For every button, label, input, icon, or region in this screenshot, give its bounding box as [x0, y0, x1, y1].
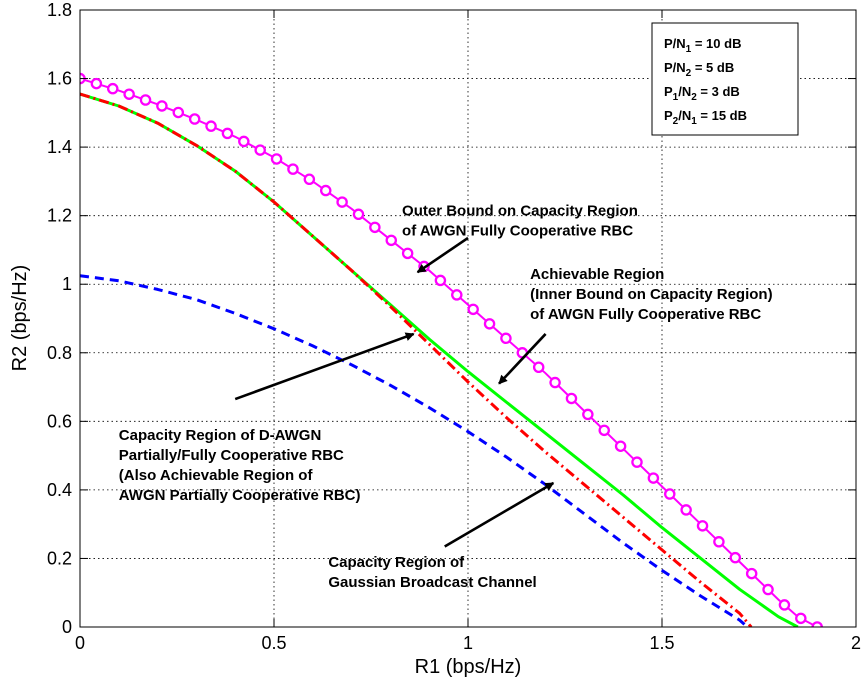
annotation-1-line: Outer Bound on Capacity Region	[402, 203, 638, 220]
series-outer-marker	[319, 184, 332, 197]
series-outer-marker	[205, 120, 217, 132]
annotation-arrow-3	[234, 332, 415, 401]
y-axis-label: R2 (bps/Hz)	[9, 265, 31, 372]
series-outer-marker	[401, 247, 414, 260]
annotation-3-line: AWGN Partially Cooperative RBC)	[119, 487, 361, 504]
x-tick-label: 2	[851, 633, 861, 653]
annotation-3-line: (Also Achievable Region of	[119, 467, 314, 484]
series-outer-marker	[107, 82, 119, 95]
series-layer	[80, 72, 823, 627]
annotation-2-line: Achievable Region	[530, 266, 664, 283]
series-outer-marker	[156, 100, 168, 112]
series-outer-marker	[172, 106, 185, 119]
parameter-line: P1/N2 = 3 dB	[664, 84, 740, 103]
parameter-line: P/N1 = 10 dB	[664, 36, 741, 55]
series-outer-marker	[532, 361, 545, 374]
series-outer-marker	[598, 424, 610, 437]
annotation-4-line: Capacity Region of	[328, 554, 465, 571]
y-tick-label: 0.8	[47, 343, 72, 363]
series-outer-marker	[139, 94, 152, 106]
y-tick-label: 0.2	[47, 548, 72, 568]
y-tick-label: 1	[62, 274, 72, 294]
series-outer-marker	[680, 504, 692, 516]
annotation-2-line: (Inner Bound on Capacity Region)	[530, 286, 773, 303]
annotation-3-line: Partially/Fully Cooperative RBC	[119, 447, 344, 464]
series-outer-marker	[434, 274, 447, 287]
series-outer-marker	[90, 77, 103, 90]
series-outer-marker	[614, 440, 627, 452]
parameter-line: P2/N1 = 15 dB	[664, 108, 747, 127]
series-outer-marker	[123, 88, 135, 100]
annotation-3-line: Capacity Region of D-AWGN	[119, 427, 322, 444]
parameter-box: P/N1 = 10 dB P/N2 = 5 dB P1/N2 = 3 dB P2/N1…	[651, 22, 799, 136]
series-outer-marker	[647, 472, 660, 484]
series-outer-marker	[565, 392, 578, 405]
y-tick-label: 1.4	[47, 137, 72, 157]
series-outer-marker	[696, 520, 709, 532]
series-outer-marker	[467, 303, 479, 316]
annotation-arrow-1	[416, 236, 469, 274]
x-axis-label: R1 (bps/Hz)	[415, 656, 522, 678]
series-outer-marker	[778, 599, 791, 611]
annotation-1-line: of AWGN Fully Cooperative RBC	[402, 223, 633, 240]
x-tick-label: 1.5	[649, 633, 674, 653]
x-tick-label: 0	[75, 633, 85, 653]
series-outer-marker	[483, 318, 496, 330]
series-outer-marker	[500, 332, 512, 345]
annotation-arrow-2	[498, 333, 547, 385]
series-outer-marker	[188, 113, 201, 125]
series-outer-marker	[795, 612, 807, 625]
annotations: Outer Bound on Capacity Region of AWGN Fu…	[119, 203, 773, 591]
y-tick-label: 1.8	[47, 0, 72, 20]
y-tick-label: 0.6	[47, 411, 72, 431]
series-outer-marker	[713, 536, 725, 548]
y-tick-label: 1.6	[47, 69, 72, 89]
annotation-arrow-4	[444, 481, 555, 548]
x-tick-label: 1	[463, 633, 473, 653]
series-outer-marker	[582, 408, 594, 421]
series-outer-marker	[221, 127, 234, 140]
y-tick-label: 0	[62, 617, 72, 637]
series-outer-marker	[811, 621, 823, 627]
parameter-line: P/N2 = 5 dB	[664, 60, 734, 79]
series-broadcast-line	[80, 274, 749, 627]
series-outer-marker	[270, 153, 283, 165]
series-outer-marker	[729, 551, 742, 564]
y-tick-label: 1.2	[47, 206, 72, 226]
grid	[80, 10, 856, 627]
series-outer-marker	[745, 567, 758, 580]
series-outer-marker	[762, 583, 774, 596]
y-tick-label: 0.4	[47, 480, 72, 500]
series-dawgn-line	[80, 92, 753, 627]
series-outer-marker	[385, 234, 398, 247]
series-outer-marker	[287, 163, 299, 175]
annotation-4-line: Gaussian Broadcast Channel	[328, 574, 536, 591]
series-outer-marker	[303, 173, 316, 186]
series-outer-marker	[369, 221, 381, 234]
x-tick-label: 0.5	[261, 633, 286, 653]
annotation-2-line: of AWGN Fully Cooperative RBC	[530, 306, 761, 323]
series-outer-marker	[336, 196, 348, 208]
series-outer-marker	[238, 135, 250, 148]
series-outer-marker	[352, 208, 365, 221]
series-outer-marker	[664, 488, 676, 500]
parameter-box-frame	[651, 22, 799, 136]
series-outer-marker	[451, 289, 463, 301]
series-outer-marker	[254, 144, 266, 156]
series-outer-marker	[631, 456, 643, 468]
series-outer-marker	[549, 376, 561, 389]
ticks: 0 0.5 1 1.5 2 0 0.2 0.4 0.6 0.8 1 1.2 1.4 1.6 1.8	[47, 0, 861, 653]
